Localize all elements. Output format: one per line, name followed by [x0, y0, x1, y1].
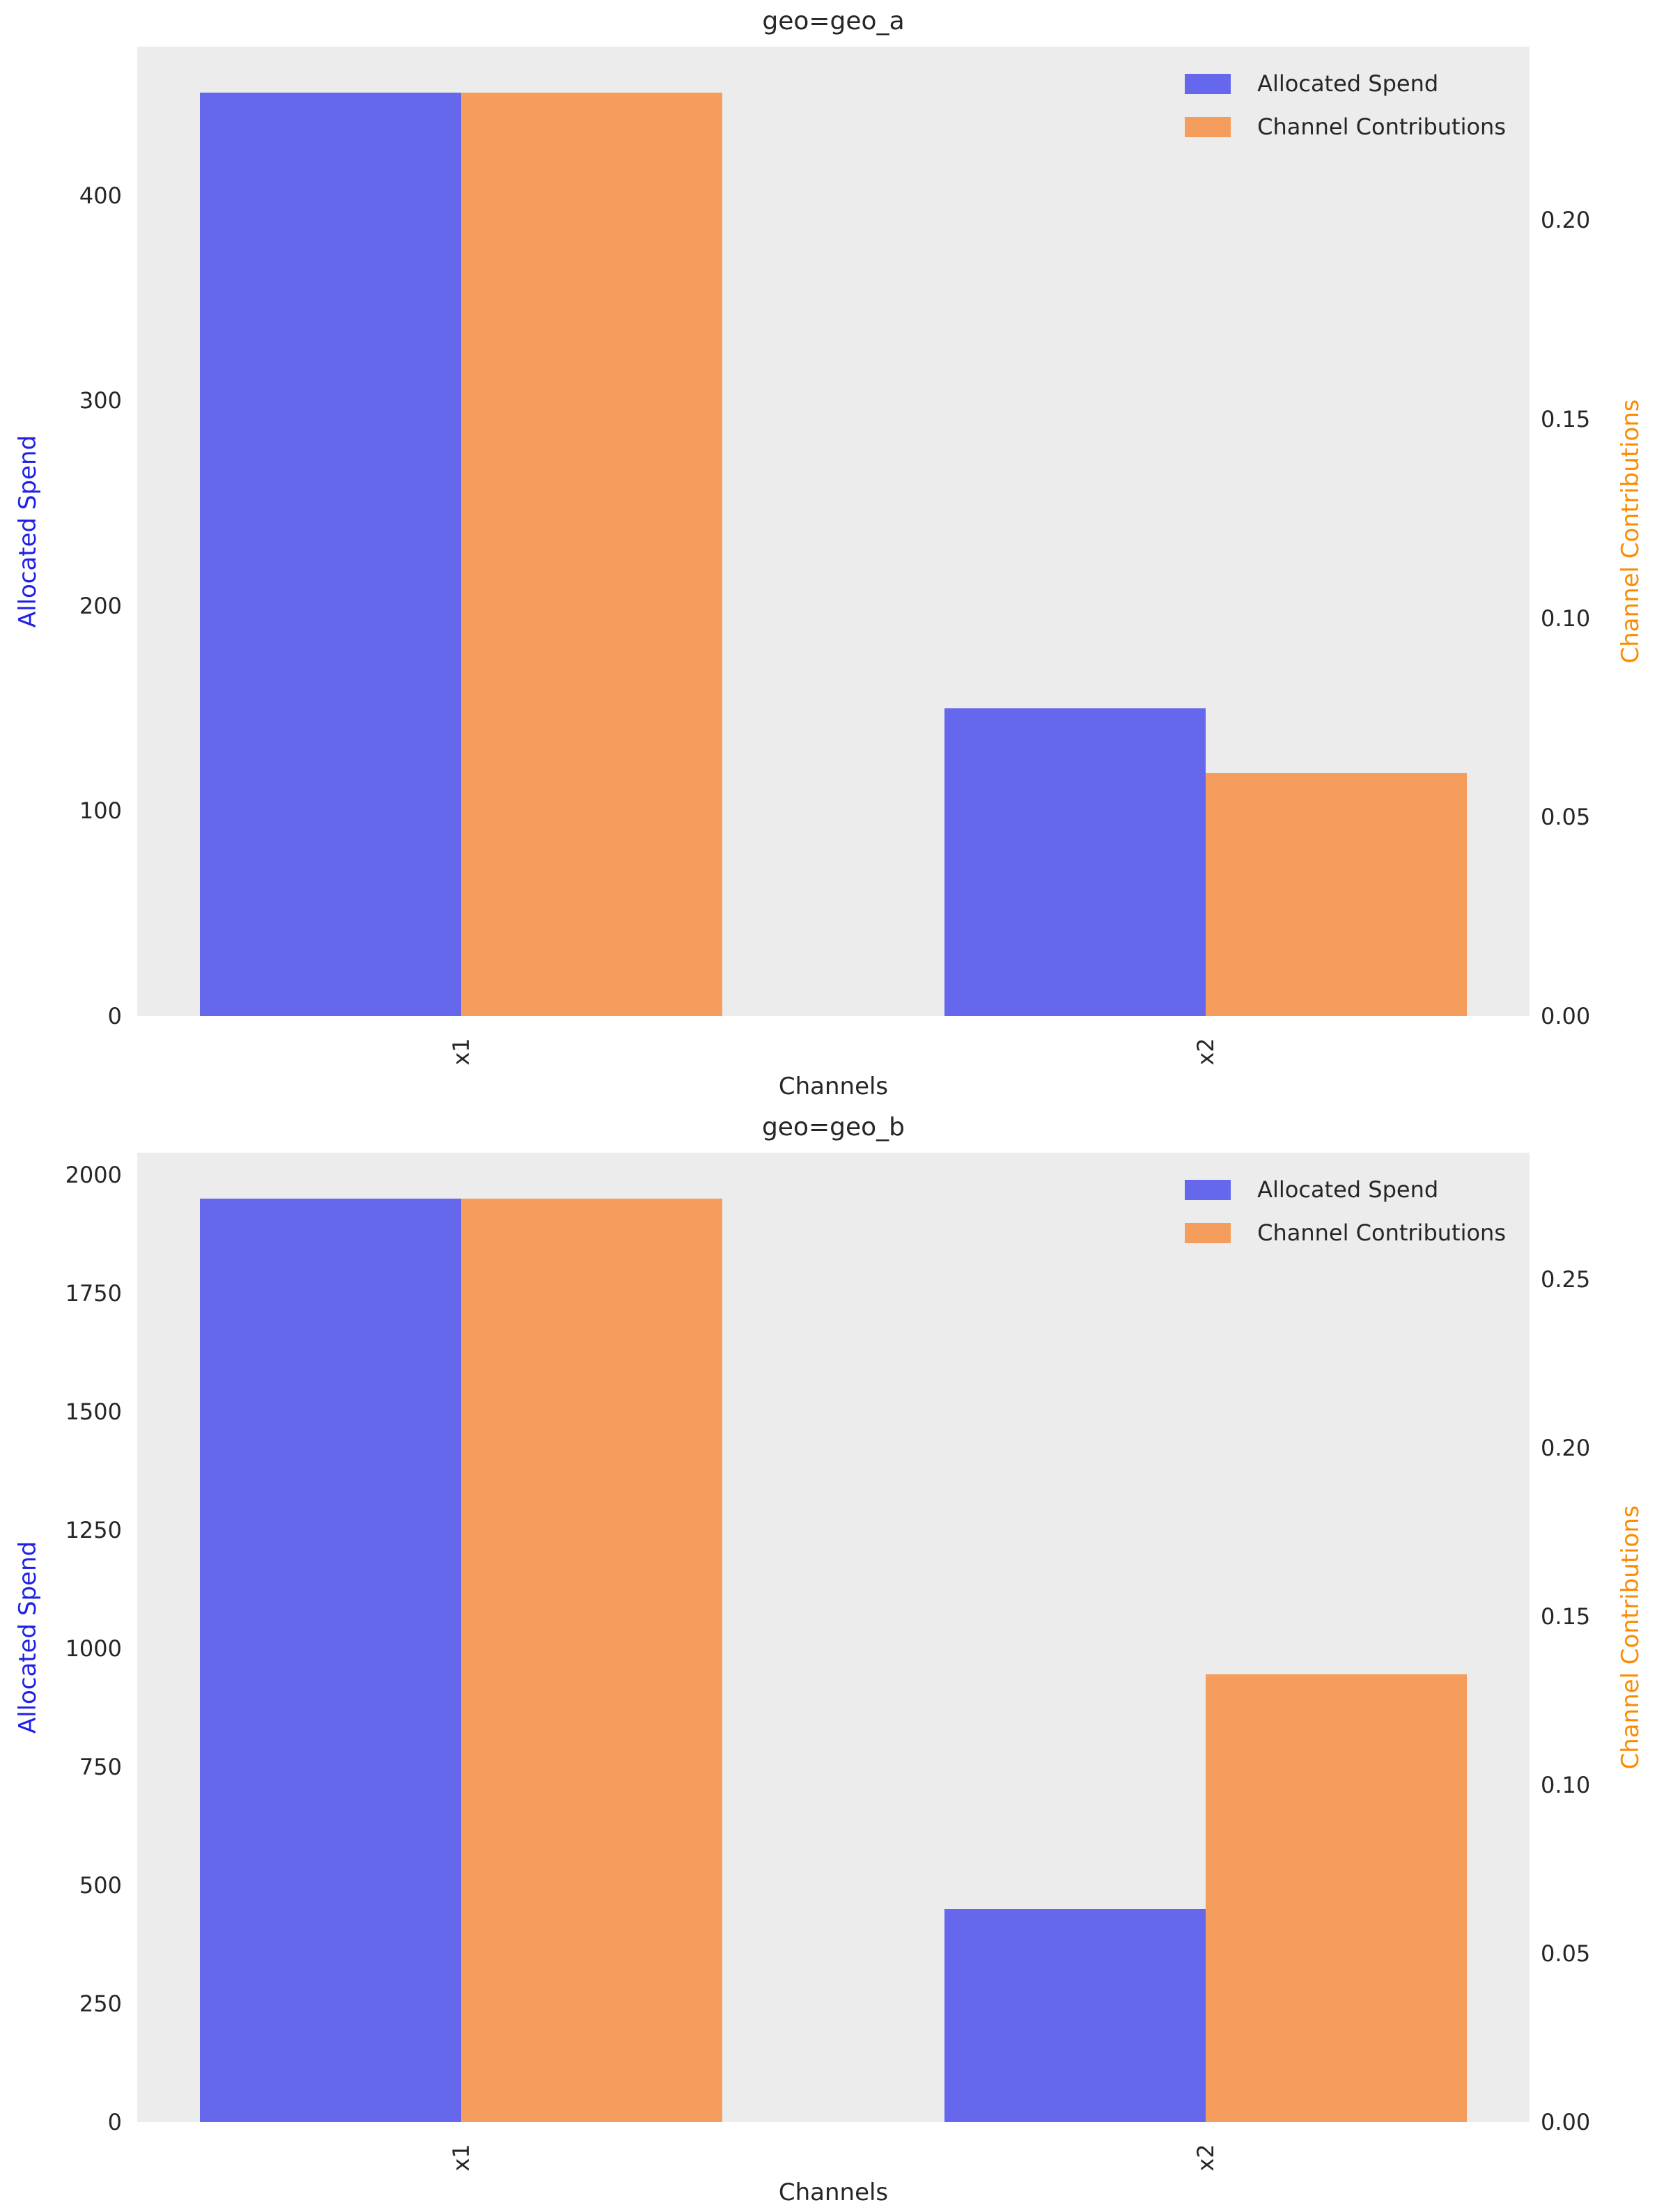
chart-geo-a: geo=geo_a Allocated Spend Channel Contrib…: [14, 7, 1644, 1100]
chart-title: geo=geo_a: [762, 7, 905, 36]
right-axis-tick-label: 0.10: [1541, 1772, 1591, 1799]
legend-swatch-icon: [1185, 1222, 1231, 1243]
legend-label: Allocated Spend: [1257, 70, 1439, 97]
right-axis-tick-label: 0.15: [1541, 1603, 1591, 1630]
legend-swatch-icon: [1185, 116, 1231, 137]
plot-area: Allocated Spend Channel Contributions: [137, 47, 1530, 1016]
bar-allocated-spend-x2: [944, 708, 1206, 1016]
right-axis-tick-label: 0.00: [1541, 1003, 1591, 1029]
left-axis-tick-label: 750: [79, 1754, 122, 1781]
legend-swatch-icon: [1185, 73, 1231, 94]
bar-channel-contributions-x2: [1206, 773, 1467, 1016]
right-axis-tick-label: 0.25: [1541, 1266, 1591, 1293]
legend-item: Allocated Spend: [1185, 70, 1506, 97]
right-axis-tick-label: 0.20: [1541, 1435, 1591, 1462]
x-axis-tick-label: x1: [448, 2144, 474, 2172]
bar-channel-contributions-x1: [461, 1199, 722, 2122]
legend-label: Channel Contributions: [1257, 114, 1506, 140]
legend-item: Allocated Spend: [1185, 1176, 1506, 1203]
left-axis-tick-label: 100: [79, 797, 122, 825]
legend-item: Channel Contributions: [1185, 114, 1506, 140]
x-axis-tick-label: x2: [1192, 2144, 1219, 2172]
right-axis-label: Channel Contributions: [1617, 1505, 1644, 1770]
left-axis-tick-label: 2000: [65, 1162, 122, 1189]
right-axis-tick-label: 0.05: [1541, 1940, 1591, 1968]
x-axis-label: Channels: [778, 1073, 889, 1100]
chart-geo-b: geo=geo_b Allocated Spend Channel Contrib…: [0, 1106, 1657, 2212]
left-axis-tick-label: 300: [79, 387, 122, 414]
right-axis-tick-label: 0.05: [1541, 804, 1591, 831]
plot-area: Allocated Spend Channel Contributions: [137, 1153, 1530, 2122]
right-axis-tick-label: 0.20: [1541, 207, 1591, 234]
legend-item: Channel Contributions: [1185, 1220, 1506, 1246]
right-axis-tick-label: 0.10: [1541, 605, 1591, 632]
left-axis-tick-label: 0: [107, 2109, 122, 2135]
bar-channel-contributions-x1: [461, 93, 722, 1016]
x-axis-tick-label: x2: [1192, 1038, 1219, 1066]
left-axis-tick-label: 0: [107, 1003, 122, 1029]
legend-label: Channel Contributions: [1257, 1220, 1506, 1246]
bar-channel-contributions-x2: [1206, 1674, 1467, 2122]
left-axis-tick-label: 400: [79, 182, 122, 209]
x-axis-label: Channels: [778, 2179, 889, 2206]
left-axis-tick-label: 250: [79, 1991, 122, 2018]
left-axis-tick-label: 200: [79, 592, 122, 619]
left-axis-tick-label: 1000: [65, 1635, 122, 1662]
legend: Allocated Spend Channel Contributions: [1185, 70, 1506, 140]
legend-label: Allocated Spend: [1257, 1176, 1439, 1203]
legend-swatch-icon: [1185, 1179, 1231, 1200]
bar-allocated-spend-x1: [200, 93, 461, 1016]
left-axis-tick-label: 1250: [65, 1517, 122, 1544]
chart-title: geo=geo_b: [761, 1113, 905, 1142]
bar-allocated-spend-x1: [200, 1199, 461, 2122]
legend: Allocated Spend Channel Contributions: [1185, 1176, 1506, 1246]
left-axis-tick-label: 1750: [65, 1280, 122, 1307]
bar-allocated-spend-x2: [944, 1909, 1206, 2122]
left-axis-tick-label: 1500: [65, 1399, 122, 1426]
right-axis-tick-label: 0.00: [1541, 2109, 1591, 2135]
right-axis-tick-label: 0.15: [1541, 405, 1591, 433]
left-axis-tick-label: 500: [79, 1872, 122, 1899]
x-axis-tick-label: x1: [448, 1038, 474, 1066]
